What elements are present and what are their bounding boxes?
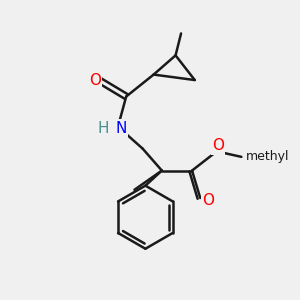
- Text: O: O: [89, 73, 101, 88]
- Text: methyl: methyl: [245, 150, 289, 164]
- Text: H: H: [98, 121, 110, 136]
- Text: O: O: [212, 138, 224, 153]
- Text: O: O: [202, 193, 214, 208]
- Text: N: N: [115, 121, 126, 136]
